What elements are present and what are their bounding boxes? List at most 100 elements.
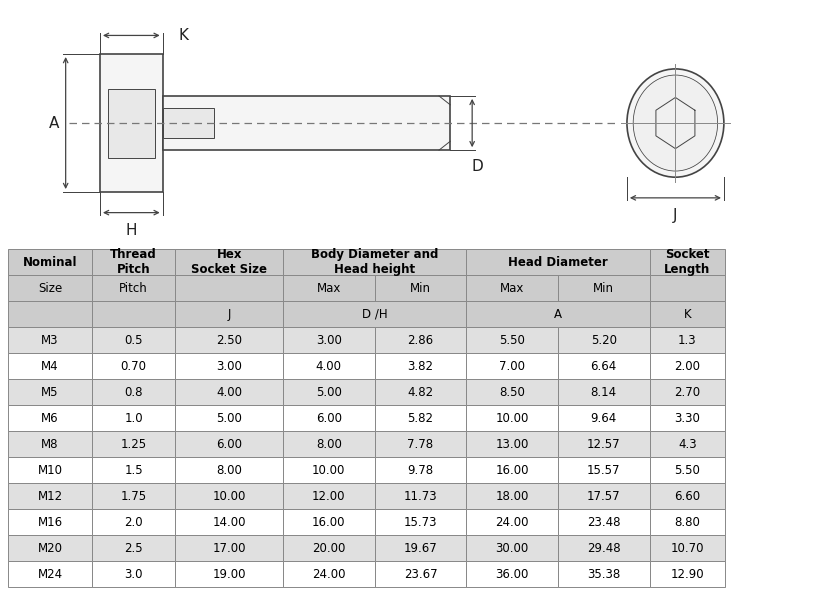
Bar bbox=[375, 327, 466, 353]
Bar bbox=[8, 535, 92, 561]
Bar bbox=[650, 327, 725, 353]
Bar bbox=[92, 249, 176, 275]
Bar bbox=[650, 457, 725, 483]
Bar bbox=[650, 301, 725, 327]
Bar bbox=[467, 405, 558, 431]
Bar bbox=[283, 561, 375, 587]
Text: 17.57: 17.57 bbox=[587, 490, 620, 502]
Text: K: K bbox=[178, 28, 189, 43]
Text: Pitch: Pitch bbox=[120, 282, 148, 295]
Bar bbox=[375, 379, 466, 405]
Text: H: H bbox=[125, 224, 137, 238]
Text: 10.70: 10.70 bbox=[671, 541, 704, 554]
Text: 30.00: 30.00 bbox=[495, 541, 528, 554]
Text: 6.00: 6.00 bbox=[216, 438, 242, 451]
Bar bbox=[92, 379, 176, 405]
Bar bbox=[558, 275, 650, 301]
Bar bbox=[558, 327, 650, 353]
Bar bbox=[283, 535, 375, 561]
Text: 24.00: 24.00 bbox=[495, 515, 528, 528]
Bar bbox=[92, 405, 176, 431]
Text: 7.78: 7.78 bbox=[407, 438, 433, 451]
Bar bbox=[176, 249, 283, 275]
Text: 3.00: 3.00 bbox=[316, 334, 341, 346]
Bar bbox=[92, 301, 176, 327]
Text: 16.00: 16.00 bbox=[312, 515, 346, 528]
Text: 19.00: 19.00 bbox=[212, 568, 246, 581]
Bar bbox=[467, 379, 558, 405]
Text: 1.0: 1.0 bbox=[124, 412, 143, 425]
Bar bbox=[650, 483, 725, 509]
Bar bbox=[650, 535, 725, 561]
Text: 2.0: 2.0 bbox=[124, 515, 143, 528]
Bar bbox=[558, 509, 650, 535]
Text: Size: Size bbox=[38, 282, 62, 295]
Bar bbox=[558, 431, 650, 457]
Bar bbox=[283, 483, 375, 509]
Bar bbox=[467, 561, 558, 587]
Text: Max: Max bbox=[500, 282, 524, 295]
Bar bbox=[283, 457, 375, 483]
Bar bbox=[8, 353, 92, 379]
Bar bbox=[467, 327, 558, 353]
Bar bbox=[375, 509, 466, 535]
Ellipse shape bbox=[633, 75, 718, 171]
Bar bbox=[283, 301, 467, 327]
Text: 10.00: 10.00 bbox=[212, 490, 246, 502]
Bar bbox=[375, 275, 466, 301]
Bar bbox=[176, 379, 283, 405]
Text: D /H: D /H bbox=[362, 308, 388, 321]
Bar bbox=[467, 483, 558, 509]
Text: 2.70: 2.70 bbox=[674, 385, 701, 398]
Text: 10.00: 10.00 bbox=[312, 464, 346, 477]
Text: Nominal: Nominal bbox=[23, 256, 77, 269]
Text: Body Diameter and
Head height: Body Diameter and Head height bbox=[311, 248, 438, 276]
Bar bbox=[650, 561, 725, 587]
Bar bbox=[8, 483, 92, 509]
Bar bbox=[558, 405, 650, 431]
Text: M8: M8 bbox=[41, 438, 59, 451]
Bar bbox=[8, 379, 92, 405]
Bar bbox=[558, 457, 650, 483]
Text: 5.50: 5.50 bbox=[675, 464, 700, 477]
Bar bbox=[8, 509, 92, 535]
Text: 17.00: 17.00 bbox=[212, 541, 246, 554]
Bar bbox=[650, 353, 725, 379]
Bar bbox=[375, 353, 466, 379]
Text: Max: Max bbox=[316, 282, 341, 295]
Bar bbox=[467, 353, 558, 379]
Text: 2.5: 2.5 bbox=[124, 541, 143, 554]
Text: 15.57: 15.57 bbox=[587, 464, 620, 477]
Bar bbox=[650, 249, 725, 275]
Bar bbox=[283, 275, 375, 301]
Text: 4.00: 4.00 bbox=[216, 385, 242, 398]
Bar bbox=[92, 561, 176, 587]
Text: 4.3: 4.3 bbox=[678, 438, 697, 451]
Text: Head Diameter: Head Diameter bbox=[508, 256, 608, 269]
Text: 6.60: 6.60 bbox=[674, 490, 701, 502]
Text: 20.00: 20.00 bbox=[312, 541, 346, 554]
Text: 10.00: 10.00 bbox=[495, 412, 528, 425]
Bar bbox=[650, 405, 725, 431]
Bar bbox=[467, 431, 558, 457]
Text: Min: Min bbox=[593, 282, 614, 295]
Bar bbox=[650, 431, 725, 457]
Bar bbox=[92, 353, 176, 379]
Bar bbox=[283, 509, 375, 535]
Bar bbox=[375, 561, 466, 587]
Text: 35.38: 35.38 bbox=[587, 568, 620, 581]
Text: 8.50: 8.50 bbox=[499, 385, 525, 398]
Bar bbox=[8, 405, 92, 431]
Text: M16: M16 bbox=[37, 515, 63, 528]
Text: M10: M10 bbox=[37, 464, 63, 477]
Bar bbox=[8, 275, 92, 301]
Text: 12.57: 12.57 bbox=[587, 438, 620, 451]
Text: 24.00: 24.00 bbox=[312, 568, 346, 581]
Bar bbox=[375, 535, 466, 561]
Text: 7.00: 7.00 bbox=[499, 359, 525, 372]
Bar bbox=[8, 301, 92, 327]
Text: 3.0: 3.0 bbox=[124, 568, 143, 581]
Text: 8.80: 8.80 bbox=[675, 515, 700, 528]
Bar bbox=[92, 431, 176, 457]
Text: 5.00: 5.00 bbox=[316, 385, 341, 398]
